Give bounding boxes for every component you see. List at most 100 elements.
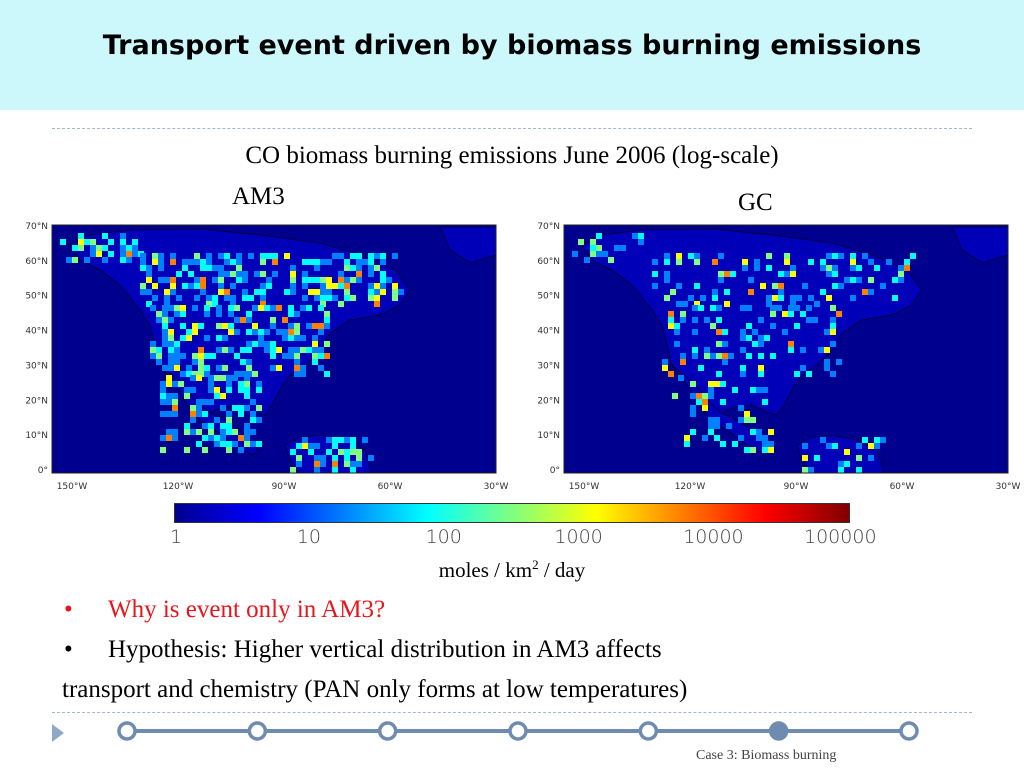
emission-cell bbox=[184, 387, 190, 393]
land-polygon bbox=[796, 434, 885, 474]
emission-cell bbox=[172, 405, 178, 411]
emission-cell bbox=[296, 461, 302, 467]
colorbar-tick-label: 1 bbox=[170, 526, 183, 548]
emission-cell bbox=[250, 441, 256, 447]
emission-cell bbox=[314, 295, 320, 301]
timeline-node[interactable] bbox=[508, 721, 528, 741]
emission-cell bbox=[850, 253, 856, 259]
emission-cell bbox=[368, 283, 374, 289]
emission-cell bbox=[680, 311, 686, 317]
emission-cell bbox=[826, 271, 832, 277]
emission-cell bbox=[718, 253, 724, 259]
emission-cell bbox=[84, 257, 90, 263]
emission-cell bbox=[168, 359, 174, 365]
emission-cell bbox=[296, 443, 302, 449]
emission-cell bbox=[826, 295, 832, 301]
emission-cell bbox=[392, 289, 398, 295]
emission-cell bbox=[596, 251, 602, 257]
emission-cell bbox=[244, 423, 250, 429]
emission-cell bbox=[714, 423, 720, 429]
emission-cell bbox=[158, 259, 164, 265]
emission-cell bbox=[716, 317, 722, 323]
emission-cell bbox=[350, 295, 356, 301]
emission-cell bbox=[174, 341, 180, 347]
emission-cell bbox=[392, 283, 398, 289]
emission-cell bbox=[224, 259, 230, 265]
emission-cell bbox=[668, 317, 674, 323]
lat-tick-label: 70°N bbox=[25, 222, 48, 232]
emission-cell bbox=[766, 253, 772, 259]
emission-cell bbox=[638, 233, 644, 239]
emission-cell bbox=[160, 393, 166, 399]
emission-cell bbox=[708, 423, 714, 429]
emission-cell bbox=[146, 277, 152, 283]
emission-cell bbox=[696, 399, 702, 405]
emission-cell bbox=[258, 329, 264, 335]
emission-cell bbox=[120, 239, 126, 245]
emission-cell bbox=[320, 259, 326, 265]
timeline-node[interactable] bbox=[638, 721, 659, 741]
units-superscript: 2 bbox=[532, 557, 539, 572]
emission-cell bbox=[320, 289, 326, 295]
emission-cell bbox=[238, 405, 244, 411]
emission-cell bbox=[190, 417, 196, 423]
timeline-node[interactable] bbox=[117, 721, 137, 741]
emission-cell bbox=[218, 283, 224, 289]
timeline-node[interactable] bbox=[899, 721, 919, 741]
emission-cell bbox=[756, 387, 762, 393]
emission-cell bbox=[758, 353, 764, 359]
emission-cell bbox=[684, 435, 690, 441]
emission-cell bbox=[782, 329, 788, 335]
emission-cell bbox=[836, 359, 842, 365]
emission-cell bbox=[168, 347, 174, 353]
emission-cell bbox=[756, 435, 762, 441]
emission-cell bbox=[344, 289, 350, 295]
emission-cell bbox=[192, 359, 198, 365]
lat-tick-label: 30°N bbox=[537, 361, 560, 371]
emission-cell bbox=[156, 347, 162, 353]
emission-cell bbox=[724, 301, 730, 307]
emission-cell bbox=[140, 259, 146, 265]
emission-cell bbox=[270, 353, 276, 359]
emission-cell bbox=[702, 399, 708, 405]
emission-cell bbox=[250, 399, 256, 405]
emission-cell bbox=[744, 417, 750, 423]
emission-cell bbox=[898, 265, 904, 271]
emission-cell bbox=[238, 411, 244, 417]
timeline-node[interactable] bbox=[377, 721, 398, 741]
emission-cell bbox=[226, 411, 232, 417]
emission-cell bbox=[664, 259, 670, 265]
emission-cell bbox=[898, 271, 904, 277]
map-label-gc: GC bbox=[738, 189, 773, 216]
emission-cell bbox=[234, 305, 240, 311]
timeline-node[interactable] bbox=[247, 721, 268, 741]
emission-cell bbox=[230, 301, 236, 307]
lat-tick-label: 10°N bbox=[25, 431, 48, 441]
bullet-dot: • bbox=[64, 636, 73, 663]
emission-cell bbox=[222, 347, 228, 353]
emission-cell bbox=[150, 305, 156, 311]
emission-cell bbox=[314, 455, 320, 461]
emission-cell bbox=[260, 253, 266, 259]
emission-cell bbox=[162, 317, 168, 323]
emission-cell bbox=[244, 393, 250, 399]
emission-cell bbox=[150, 353, 156, 359]
emission-cell bbox=[196, 399, 202, 405]
emission-cell bbox=[256, 441, 262, 447]
emission-cell bbox=[868, 455, 874, 461]
emission-cell bbox=[226, 441, 232, 447]
emission-cell bbox=[102, 233, 108, 239]
emission-cell bbox=[830, 317, 836, 323]
emission-cell bbox=[862, 253, 868, 259]
emission-cell bbox=[276, 347, 282, 353]
emission-cell bbox=[250, 429, 256, 435]
emission-cell bbox=[326, 289, 332, 295]
units-suffix: / day bbox=[538, 558, 586, 582]
timeline-node-active[interactable] bbox=[768, 721, 789, 741]
emission-cell bbox=[188, 259, 194, 265]
play-icon[interactable] bbox=[52, 724, 64, 742]
emission-cell bbox=[714, 435, 720, 441]
emission-cell bbox=[758, 341, 764, 347]
emission-cell bbox=[226, 423, 232, 429]
emission-cell bbox=[692, 347, 698, 353]
